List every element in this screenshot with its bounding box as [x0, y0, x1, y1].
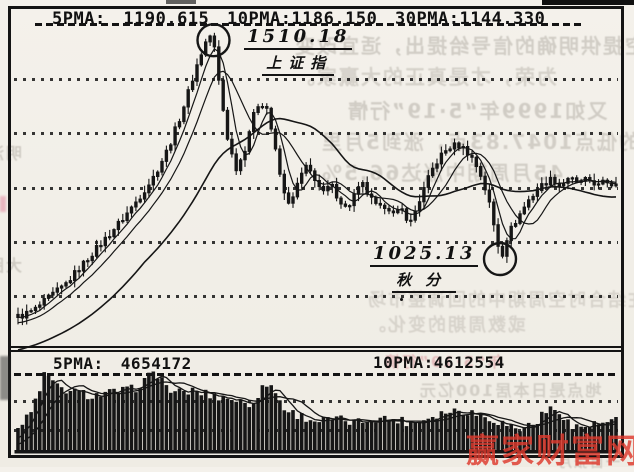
volume-header-underline [14, 373, 618, 376]
scan-artifact-left-smudge [0, 356, 10, 400]
gridline [14, 295, 618, 298]
volume-pane-header-10pma: 10PMA:4612554 [373, 353, 505, 372]
gridline [14, 187, 618, 190]
gridline [14, 400, 618, 403]
scan-artifact-top-bar [542, 0, 634, 5]
gridline [14, 241, 618, 244]
trough-label: 秋分 [392, 269, 457, 293]
trough-annotation: 1025.13 秋分 [370, 243, 479, 293]
pane-divider [11, 350, 621, 352]
volume-pane-header-5pma: 5PMA: 4654172 [53, 354, 192, 373]
peak-label: 上证指 [262, 52, 335, 76]
gridline [14, 78, 618, 81]
price-header-underline [35, 23, 583, 26]
trough-value: 1025.13 [370, 243, 479, 267]
scan-artifact-top-mark [166, 0, 196, 4]
scan-artifact-pink-smudge [0, 196, 6, 212]
chart-frame: 5PMA: 1190.615 10PMA:1186.150 30PMA:1144… [8, 6, 624, 458]
peak-annotation: 1510.18 上证指 [244, 26, 353, 76]
gridline [14, 132, 618, 135]
volume-bar-chart [14, 371, 618, 454]
price-candlestick-chart [16, 23, 618, 351]
peak-value: 1510.18 [244, 26, 353, 50]
pane-divider [11, 346, 621, 348]
scan-artifact-ink-dot [400, 298, 403, 301]
watermark-text: 赢家财富网 [466, 431, 634, 470]
